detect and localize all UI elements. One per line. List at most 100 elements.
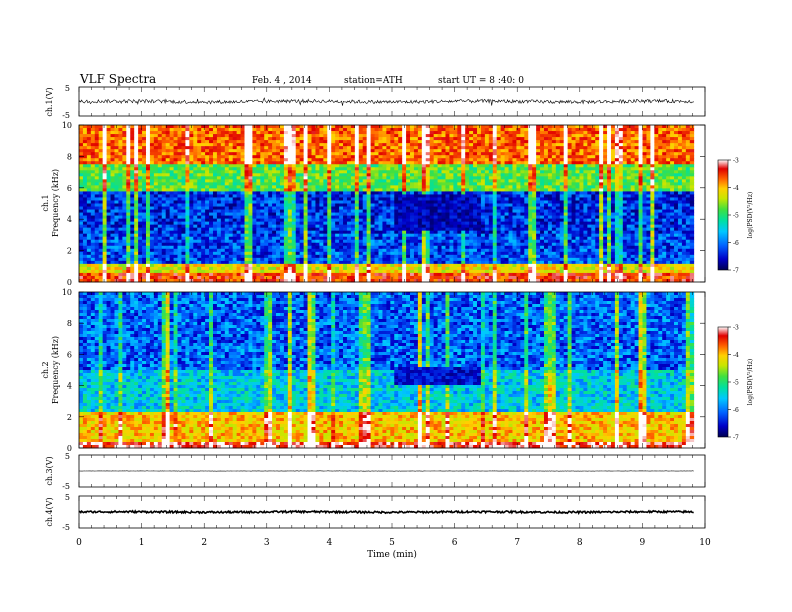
spectrogram-cell — [626, 161, 632, 165]
spectrogram-cell — [480, 128, 486, 132]
spectrogram-cell — [374, 173, 379, 177]
spectrogram-cell — [260, 206, 265, 210]
spectrogram-cell — [480, 134, 486, 138]
spectrogram-cell — [244, 182, 249, 186]
spectrogram-cell — [94, 146, 100, 150]
spectrogram-cell — [543, 215, 549, 219]
spectrogram-cell — [677, 155, 683, 159]
spectrogram-cell — [272, 179, 277, 183]
spectrogram-cell — [319, 212, 324, 216]
spectrogram-cell — [209, 161, 214, 165]
spectrogram-cell — [209, 212, 214, 216]
spectrogram-cell — [543, 218, 549, 223]
spectrogram-cell — [508, 215, 513, 219]
spectrogram-cell — [536, 149, 541, 153]
spectrogram-cell — [240, 140, 245, 144]
spectrogram-cell — [484, 188, 490, 192]
spectrogram-cell — [291, 188, 297, 192]
spectrogram-cell — [350, 146, 356, 150]
spectrogram-cell — [563, 191, 569, 195]
spectrogram-cell — [551, 161, 557, 165]
spectrogram-cell — [666, 194, 671, 198]
spectrogram-cell — [488, 206, 494, 210]
spectrogram-cell — [575, 218, 580, 223]
spectrogram-cell — [149, 164, 155, 168]
spectrogram-cell — [354, 200, 360, 204]
spectrogram-cell — [165, 182, 171, 186]
spectrogram-cell — [264, 125, 269, 129]
spectrogram-cell — [193, 218, 198, 223]
spectrogram-cell — [110, 188, 115, 192]
spectrogram-cell — [567, 170, 572, 174]
spectrogram-cell — [559, 188, 565, 192]
spectrogram-cell — [398, 197, 403, 201]
spectrogram-cell — [177, 176, 182, 180]
spectrogram-cell — [425, 170, 431, 174]
spectrogram-cell — [114, 137, 119, 141]
spectrogram-cell — [638, 194, 643, 198]
spectrogram-cell — [394, 185, 399, 189]
spectrogram-cell — [398, 146, 403, 150]
spectrogram-cell — [618, 131, 624, 135]
spectrogram-cell — [402, 200, 407, 204]
spectrogram-cell — [327, 179, 332, 183]
spectrogram-cell — [567, 161, 572, 165]
spectrogram-cell — [512, 179, 517, 183]
spectrogram-cell — [291, 218, 297, 223]
spectrogram-cell — [315, 170, 320, 174]
spectrogram-cell — [153, 152, 159, 156]
spectrogram-cell — [185, 143, 190, 147]
spectrogram-cell — [603, 134, 608, 138]
spectrogram-cell — [197, 200, 202, 204]
spectrogram-cell — [496, 185, 502, 189]
spectrogram-cell — [153, 149, 159, 153]
spectrogram-cell — [366, 134, 371, 138]
spectrogram-cell — [555, 128, 561, 132]
spectrogram-cell — [126, 173, 131, 177]
spectrogram-cell — [307, 212, 312, 216]
spectrogram-cell — [579, 128, 584, 132]
spectrogram-cell — [524, 185, 529, 189]
spectrogram-cell — [607, 197, 612, 201]
spectrogram-cell — [441, 143, 446, 147]
spectrogram-cell — [327, 212, 332, 216]
spectrogram-cell — [268, 125, 273, 129]
spectrogram-cell — [153, 212, 159, 216]
spectrogram-cell — [488, 218, 494, 223]
spectrogram-cell — [390, 191, 395, 195]
spectrogram-cell — [370, 161, 375, 165]
spectrogram-cell — [666, 131, 671, 135]
spectrogram-cell — [153, 125, 159, 129]
spectrogram-cell — [677, 173, 683, 177]
spectrogram-cell — [677, 191, 683, 195]
spectrogram-cell — [232, 161, 238, 165]
spectrogram-cell — [216, 194, 222, 198]
spectrogram-cell — [220, 143, 226, 147]
spectrogram-cell — [181, 149, 186, 153]
spectrogram-cell — [327, 155, 332, 159]
spectrogram-cell — [599, 170, 604, 174]
spectrogram-cell — [212, 194, 218, 198]
spectrogram-cell — [142, 158, 147, 162]
spectrogram-cell — [86, 191, 92, 195]
spectrogram-cell — [402, 191, 407, 195]
spectrogram-cell — [689, 173, 695, 177]
spectrogram-cell — [126, 203, 131, 207]
spectrogram-cell — [449, 131, 454, 135]
spectrogram-cell — [685, 167, 691, 171]
spectrogram-cell — [480, 215, 486, 219]
spectrogram-cell — [429, 128, 435, 132]
spectrogram-cell — [670, 188, 675, 192]
spectrogram-cell — [130, 191, 135, 195]
spectrogram-cell — [82, 185, 88, 189]
spectrogram-cell — [670, 215, 675, 219]
spectrogram-cell — [536, 206, 541, 210]
spectrogram-cell — [654, 197, 659, 201]
spectrogram-cell — [256, 200, 261, 204]
spectrogram-cell — [551, 167, 557, 171]
spectrogram-cell — [622, 179, 628, 183]
spectrogram-cell — [173, 176, 178, 180]
spectrogram-cell — [327, 152, 332, 156]
spectrogram-cell — [157, 155, 163, 159]
spectrogram-cell — [642, 134, 647, 138]
